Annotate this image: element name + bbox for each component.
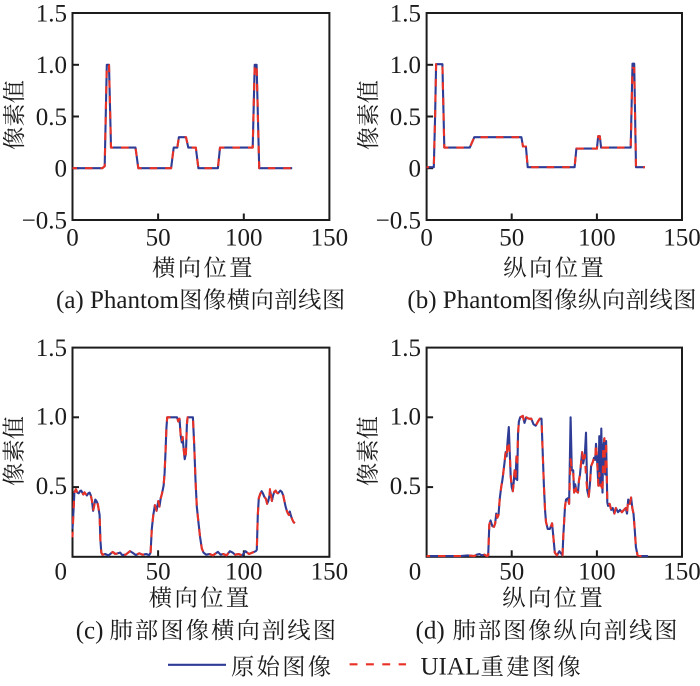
svg-text:−0.5: −0.5 xyxy=(22,207,67,234)
svg-text:(a) Phantom: (a) Phantom xyxy=(56,287,179,314)
svg-text:−0.5: −0.5 xyxy=(376,207,421,234)
svg-text:UIAL: UIAL xyxy=(421,654,481,681)
svg-text:1.0: 1.0 xyxy=(36,52,67,79)
svg-text:150: 150 xyxy=(311,224,349,251)
svg-text:1.0: 1.0 xyxy=(390,52,421,79)
svg-text:100: 100 xyxy=(225,224,263,251)
svg-text:100: 100 xyxy=(578,224,616,251)
svg-text:0: 0 xyxy=(55,156,68,183)
svg-text:1.5: 1.5 xyxy=(36,0,67,27)
svg-text:0: 0 xyxy=(420,224,433,251)
svg-text:100: 100 xyxy=(578,558,616,585)
svg-text:0.5: 0.5 xyxy=(36,104,67,131)
svg-text:1.0: 1.0 xyxy=(36,403,67,430)
svg-text:0.5: 0.5 xyxy=(390,104,421,131)
svg-text:150: 150 xyxy=(663,558,700,585)
svg-text:0: 0 xyxy=(409,156,422,183)
svg-text:(d): (d) xyxy=(416,617,445,644)
svg-text:50: 50 xyxy=(499,558,524,585)
svg-text:0.5: 0.5 xyxy=(36,473,67,500)
svg-text:(b) Phantom: (b) Phantom xyxy=(407,287,532,314)
svg-text:0: 0 xyxy=(66,224,79,251)
svg-text:0.5: 0.5 xyxy=(390,473,421,500)
svg-text:0: 0 xyxy=(55,558,68,585)
svg-text:100: 100 xyxy=(225,558,263,585)
svg-text:1.5: 1.5 xyxy=(390,0,421,27)
svg-text:(c): (c) xyxy=(76,617,104,644)
svg-text:50: 50 xyxy=(499,224,524,251)
svg-text:50: 50 xyxy=(146,558,171,585)
svg-text:1.0: 1.0 xyxy=(390,403,421,430)
svg-text:1.5: 1.5 xyxy=(36,335,67,362)
svg-text:1.5: 1.5 xyxy=(390,335,421,362)
svg-text:150: 150 xyxy=(663,224,700,251)
svg-text:50: 50 xyxy=(146,224,171,251)
svg-text:0: 0 xyxy=(409,558,422,585)
svg-text:150: 150 xyxy=(311,558,349,585)
